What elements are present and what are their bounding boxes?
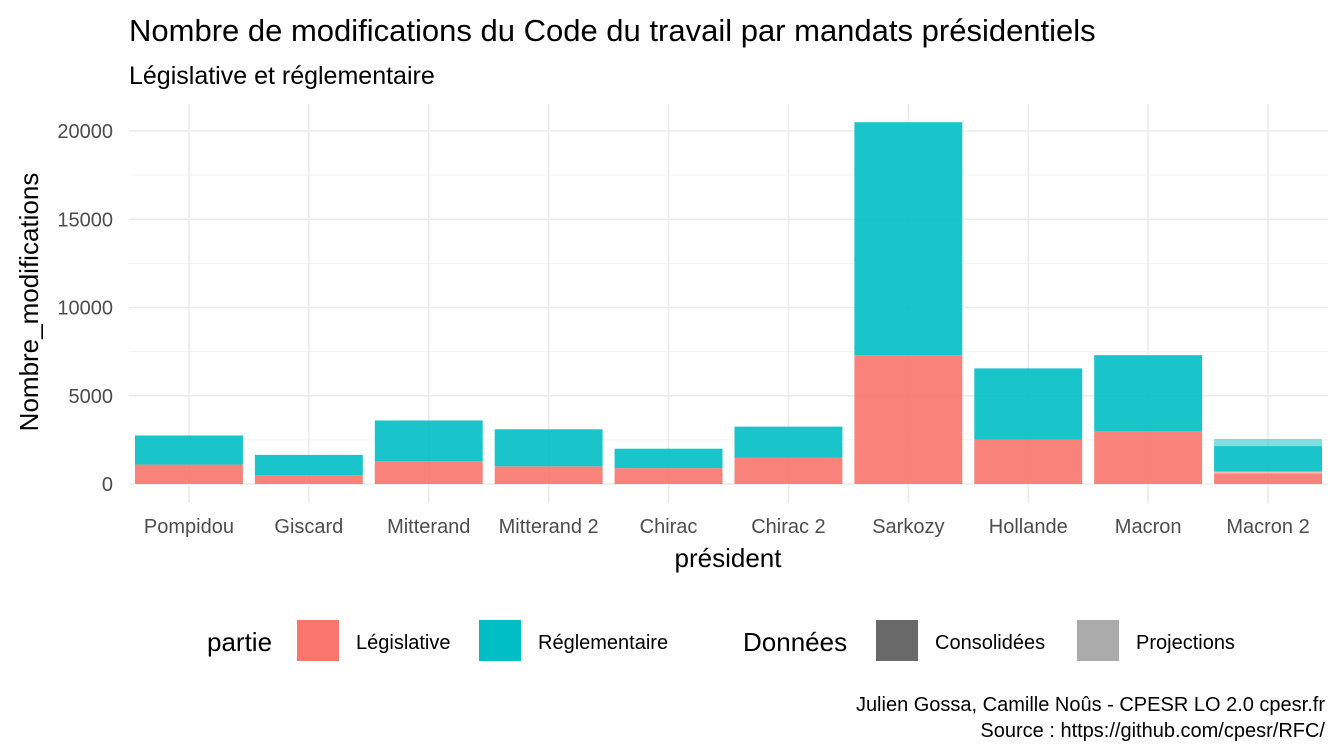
x-axis-ticks: Pompidou Giscard Mitterand Mitterand 2 Chira… — [144, 516, 1310, 538]
legend-label: Réglementaire — [538, 632, 668, 654]
bar-législative — [254, 475, 363, 484]
bar-législative — [854, 355, 963, 484]
y-tick-label: 0 — [102, 474, 113, 496]
legend-title: partie — [207, 627, 272, 657]
legend: partie Législative Réglementaire Données Con… — [207, 620, 1235, 661]
bar-législative — [1094, 431, 1203, 484]
y-tick-label: 5000 — [69, 386, 114, 408]
y-axis-ticks: 0 5000 10000 15000 20000 — [57, 121, 113, 496]
bar-législative — [494, 466, 603, 484]
bar-réglementaire — [974, 368, 1083, 440]
legend-key — [297, 620, 339, 661]
y-axis-label: Nombre_modifications — [14, 173, 44, 432]
bars — [134, 122, 1323, 484]
bar-réglementaire — [614, 448, 723, 469]
x-tick-label: Pompidou — [144, 516, 234, 538]
x-tick-label: Mitterand 2 — [499, 516, 599, 538]
y-tick-label: 20000 — [57, 121, 113, 143]
x-tick-label: Hollande — [989, 516, 1068, 538]
x-tick-label: Macron — [1115, 516, 1182, 538]
x-tick-label: Sarkozy — [872, 516, 944, 538]
bar-réglementaire — [134, 435, 243, 465]
bar-législative — [974, 439, 1083, 484]
bar-réglementaire — [734, 426, 843, 458]
y-tick-label: 10000 — [57, 298, 113, 320]
bar-réglementaire — [1214, 446, 1323, 472]
caption-line-1: Julien Gossa, Camille Noûs - CPESR LO 2.… — [856, 694, 1325, 716]
bar-réglementaire — [374, 420, 483, 462]
y-tick-label: 15000 — [57, 209, 113, 231]
bar-projection-législative — [1214, 471, 1323, 474]
grid-lines — [129, 104, 1328, 503]
x-tick-label: Giscard — [274, 516, 343, 538]
bar-réglementaire — [1094, 355, 1203, 432]
legend-key — [876, 620, 918, 661]
legend-label: Projections — [1136, 632, 1235, 654]
caption-line-2: Source : https://github.com/cpesr/RFC/ — [980, 720, 1325, 742]
x-tick-label: Chirac 2 — [751, 516, 825, 538]
legend-title: Données — [743, 627, 847, 657]
bar-réglementaire — [254, 454, 363, 476]
chart-title: Nombre de modifications du Code du trava… — [129, 13, 1096, 48]
bar-législative — [614, 468, 723, 484]
x-tick-label: Macron 2 — [1226, 516, 1309, 538]
legend-label: Consolidées — [935, 632, 1045, 654]
legend-label: Législative — [356, 632, 451, 654]
bar-projection-réglementaire — [1214, 438, 1323, 447]
bar-réglementaire — [854, 122, 963, 356]
bar-législative — [134, 464, 243, 484]
x-axis-label: président — [675, 543, 783, 573]
x-tick-label: Chirac — [640, 516, 698, 538]
bar-législative — [374, 461, 483, 484]
x-tick-label: Mitterand — [387, 516, 470, 538]
chart-subtitle: Législative et réglementaire — [129, 62, 435, 90]
legend-key — [479, 620, 521, 661]
bar-législative — [734, 457, 843, 484]
plot-area — [129, 104, 1328, 503]
bar-réglementaire — [494, 429, 603, 467]
legend-key — [1077, 620, 1119, 661]
bar-législative — [1214, 473, 1323, 484]
